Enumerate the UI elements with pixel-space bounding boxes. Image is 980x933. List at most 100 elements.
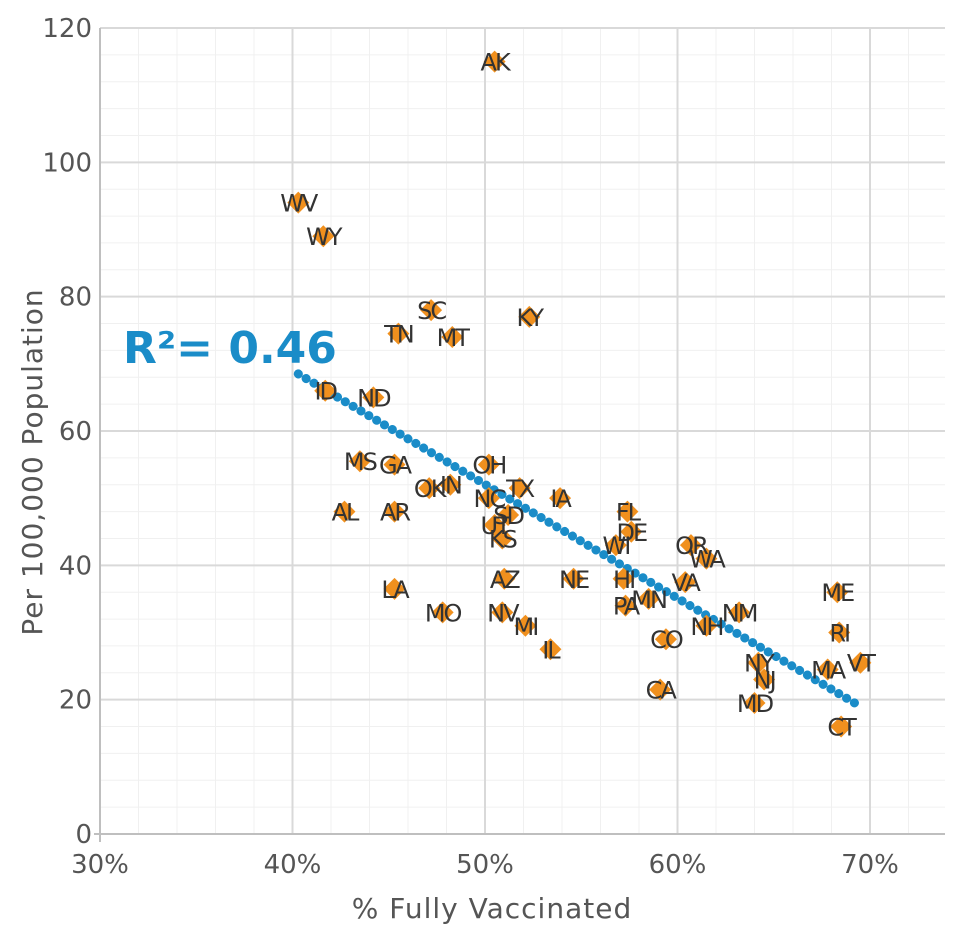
x-axis-title: % Fully Vaccinated	[352, 892, 632, 925]
point-ms	[348, 450, 371, 473]
point-nd	[362, 386, 385, 409]
y-tick-label: 120	[42, 14, 92, 44]
point-label-az: AZ	[490, 566, 520, 594]
point-label-ia: IA	[550, 485, 572, 513]
r-squared-annotation: R²= 0.46	[123, 323, 337, 374]
point-ne	[562, 567, 585, 590]
point-label-tx: TX	[505, 475, 535, 503]
point-ga	[383, 453, 406, 476]
point-nh	[695, 614, 718, 637]
x-tick-label: 40%	[264, 850, 322, 880]
point-label-ri: RI	[829, 620, 849, 648]
point-ok	[418, 477, 441, 500]
x-tick-label: 50%	[456, 850, 514, 880]
point-label-oh: OH	[472, 452, 505, 480]
point-in	[439, 473, 462, 496]
point-sc	[420, 299, 443, 322]
point-nm	[728, 601, 751, 624]
point-label-ky: KY	[517, 304, 545, 332]
point-sd	[497, 503, 520, 526]
point-label-wy: WY	[306, 223, 343, 251]
point-id	[314, 379, 337, 402]
point-label-ok: OK	[414, 475, 448, 503]
point-label-in: IN	[440, 472, 461, 500]
point-ar	[383, 500, 406, 523]
point-label-mt: MT	[437, 324, 471, 352]
point-label-la: LA	[381, 576, 410, 604]
point-tn	[387, 322, 410, 345]
point-de	[620, 520, 643, 543]
point-label-me: ME	[821, 579, 854, 607]
axis-layer: 0 20 40 60 80 100 120 30% 40% 50% 60% 70%	[42, 14, 945, 880]
point-wv	[287, 191, 310, 214]
point-oh	[477, 453, 500, 476]
point-label-md: MD	[737, 690, 774, 718]
trendline-layer	[293, 369, 865, 711]
point-label-nh: NH	[690, 613, 722, 641]
point-ia	[549, 487, 572, 510]
point-label-mo: MO	[425, 599, 462, 627]
point-label-nd: ND	[357, 384, 391, 412]
point-label-mi: MI	[514, 613, 538, 641]
point-il	[539, 638, 562, 661]
point-label-fl: FL	[616, 499, 642, 527]
point-label-ut: UT	[481, 512, 512, 540]
point-ri	[828, 621, 851, 644]
point-label-wi: WI	[602, 532, 629, 560]
x-tick-label: 60%	[649, 850, 707, 880]
point-label-sc: SC	[417, 297, 446, 325]
point-ks	[491, 527, 514, 550]
point-label-ak: AK	[481, 49, 512, 77]
point-mo	[431, 601, 454, 624]
point-nc	[477, 487, 500, 510]
point-tx	[508, 477, 531, 500]
point-wi	[604, 534, 627, 557]
point-label-ny: NY	[744, 650, 775, 678]
labels-layer: AK WV WY SC KY TN MT ID ND OH MS GA IN TX OK NC IA FL AL AR…	[280, 49, 878, 742]
point-label-wa: WA	[689, 546, 726, 574]
point-az	[493, 567, 516, 590]
point-label-ca: CA	[646, 677, 678, 705]
point-label-ms: MS	[344, 448, 377, 476]
grid-layer	[100, 27, 945, 834]
point-ca	[649, 678, 672, 701]
y-axis-title: Per 100,000 Population	[16, 288, 49, 635]
trendline	[293, 369, 865, 711]
point-label-ma: MA	[811, 656, 847, 684]
point-label-co: CO	[650, 626, 683, 654]
point-label-vt: VT	[847, 650, 876, 678]
point-label-al: AL	[332, 499, 360, 527]
x-tick-label: 30%	[71, 850, 129, 880]
y-tick-label: 60	[59, 417, 92, 447]
point-label-ga: GA	[379, 452, 413, 480]
point-label-nm: NM	[722, 599, 757, 627]
point-co	[654, 628, 677, 651]
point-label-wv: WV	[280, 190, 319, 218]
point-label-ct: CT	[827, 714, 857, 742]
point-label-nv: NV	[487, 599, 520, 627]
point-al	[333, 500, 356, 523]
y-tick-label: 20	[59, 686, 92, 716]
point-ma	[816, 658, 839, 681]
points-layer	[287, 50, 872, 738]
y-tick-label: 100	[42, 148, 92, 178]
point-ct	[830, 715, 853, 738]
point-va	[674, 571, 697, 594]
point-label-sd: SD	[493, 502, 524, 530]
point-label-mn: MN	[631, 586, 666, 614]
point-wy	[312, 225, 335, 248]
point-ak	[483, 50, 506, 73]
point-label-va: VA	[672, 569, 702, 597]
point-nj	[753, 668, 776, 691]
point-md	[743, 692, 766, 715]
point-label-or: OR	[675, 532, 708, 560]
y-tick-label: 0	[75, 820, 92, 850]
point-hi	[612, 567, 635, 590]
point-mt	[441, 325, 464, 348]
point-me	[826, 581, 849, 604]
point-nv	[491, 601, 514, 624]
point-label-il: IL	[542, 636, 561, 664]
point-label-tn: TN	[383, 321, 413, 349]
point-mn	[637, 587, 660, 610]
